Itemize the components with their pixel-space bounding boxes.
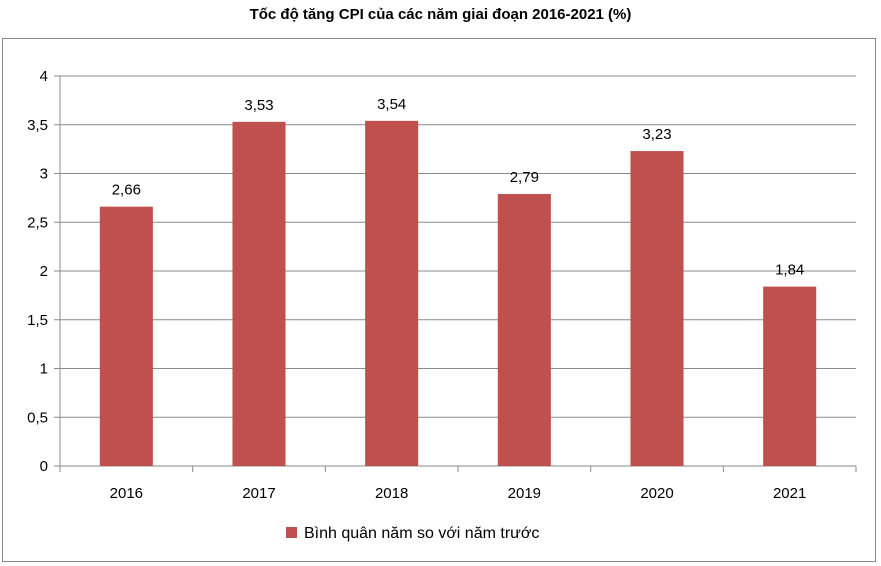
data-label-2019: 2,79	[510, 169, 539, 186]
gridlines	[54, 75, 857, 472]
data-label-2016: 2,66	[112, 182, 141, 199]
legend: Bình quân năm so với năm trước	[286, 525, 539, 542]
x-tick-label-2017: 2017	[242, 485, 275, 502]
bars: 2,66 3,53 3,54 2,79 3,23 1,84	[99, 96, 817, 466]
x-axis-ticks: 2016 2017 2018 2019 2020 2021	[110, 485, 807, 502]
data-label-2018: 3,54	[377, 96, 406, 113]
legend-swatch	[286, 527, 297, 538]
y-tick-label: 0,5	[27, 409, 48, 426]
legend-label: Bình quân năm so với năm trước	[304, 525, 539, 542]
chart-frame	[2, 38, 876, 562]
bar-2019	[497, 193, 551, 466]
y-tick-label: 1	[40, 361, 48, 378]
data-label-2020: 3,23	[642, 126, 671, 143]
y-tick-label: 4	[40, 68, 48, 85]
chart-title: Tốc độ tăng CPI của các năm giai đoạn 20…	[249, 6, 632, 23]
x-tick-label-2019: 2019	[508, 485, 541, 502]
bar-2016	[99, 206, 153, 466]
data-label-2021: 1,84	[775, 262, 804, 279]
x-tick-label-2021: 2021	[773, 485, 806, 502]
x-tick-label-2020: 2020	[640, 485, 673, 502]
y-tick-label: 0	[40, 458, 48, 475]
y-tick-label: 2,5	[27, 214, 48, 231]
bar-2018	[365, 120, 419, 466]
y-axis-ticks: 0 0,5 1 1,5 2 2,5 3 3,5 4	[27, 68, 48, 475]
bar-2021	[763, 286, 817, 466]
x-tick-label-2018: 2018	[375, 485, 408, 502]
y-tick-label: 3,5	[27, 117, 48, 134]
y-tick-label: 3	[40, 166, 48, 183]
bar-2020	[630, 151, 684, 466]
y-tick-label: 1,5	[27, 312, 48, 329]
y-tick-label: 2	[40, 263, 48, 280]
x-tick-label-2016: 2016	[110, 485, 143, 502]
bar-2017	[232, 121, 286, 466]
data-label-2017: 3,53	[244, 97, 273, 114]
